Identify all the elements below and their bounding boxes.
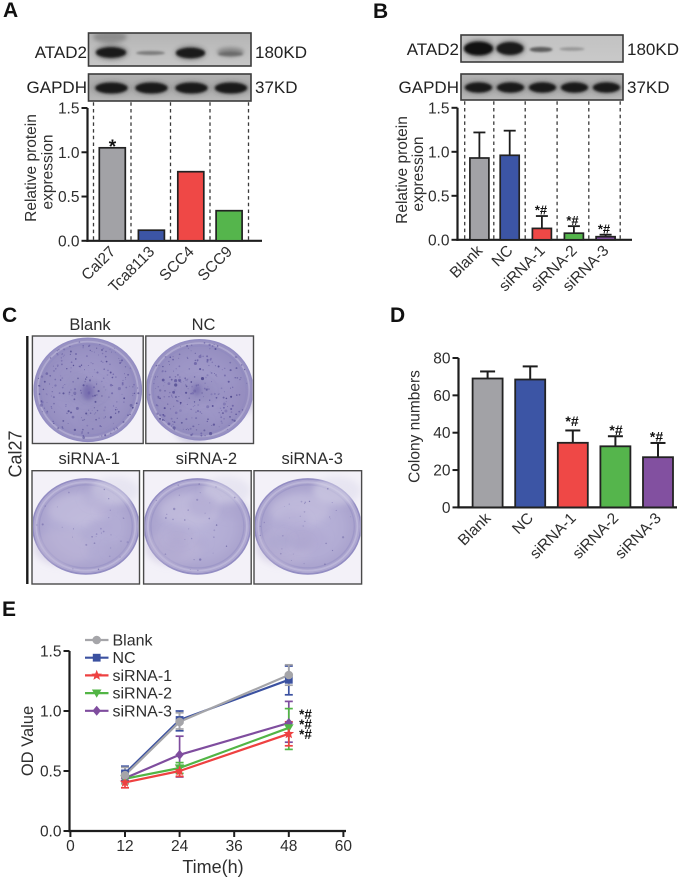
svg-text:*#: *# xyxy=(609,422,622,438)
svg-text:1.5: 1.5 xyxy=(428,100,450,117)
svg-text:*#: *# xyxy=(299,727,312,742)
svg-text:60: 60 xyxy=(433,388,451,405)
svg-text:24: 24 xyxy=(171,838,189,855)
svg-text:siRNA-2: siRNA-2 xyxy=(113,686,173,703)
svg-text:GAPDH: GAPDH xyxy=(27,78,87,97)
svg-text:0.0: 0.0 xyxy=(58,233,80,250)
svg-text:40: 40 xyxy=(433,425,451,442)
svg-text:ATAD2: ATAD2 xyxy=(35,43,87,62)
svg-text:Colony numbers: Colony numbers xyxy=(407,370,424,483)
svg-text:180KD: 180KD xyxy=(627,40,679,59)
svg-text:1.0: 1.0 xyxy=(40,704,62,721)
svg-text:OD Value: OD Value xyxy=(19,706,37,776)
svg-text:expression: expression xyxy=(410,137,427,212)
svg-text:*#: *# xyxy=(566,213,579,228)
svg-text:Relative protein: Relative protein xyxy=(23,114,40,222)
svg-text:0.5: 0.5 xyxy=(428,188,450,205)
svg-text:A: A xyxy=(3,0,18,22)
svg-text:NC: NC xyxy=(192,316,216,334)
svg-text:*#: *# xyxy=(565,413,578,429)
svg-text:D: D xyxy=(390,304,405,327)
svg-text:*#: *# xyxy=(299,707,312,722)
svg-text:12: 12 xyxy=(116,838,133,855)
svg-text:0.0: 0.0 xyxy=(428,232,450,249)
svg-text:*#: *# xyxy=(299,717,312,732)
svg-text:1.5: 1.5 xyxy=(58,101,80,118)
svg-text:*#: *# xyxy=(650,429,663,445)
svg-text:Cal27: Cal27 xyxy=(6,430,26,477)
svg-text:0: 0 xyxy=(442,500,451,517)
svg-text:1.0: 1.0 xyxy=(428,144,450,161)
svg-text:36: 36 xyxy=(226,838,243,855)
svg-text:0.5: 0.5 xyxy=(40,764,62,781)
svg-text:37KD: 37KD xyxy=(255,78,298,97)
svg-text:siRNA-3: siRNA-3 xyxy=(281,450,342,468)
svg-text:*#: *# xyxy=(598,222,611,237)
svg-text:60: 60 xyxy=(335,838,353,855)
svg-text:Blank: Blank xyxy=(113,633,154,650)
svg-text:expression: expression xyxy=(40,135,57,210)
svg-text:B: B xyxy=(373,0,388,23)
svg-text:GAPDH: GAPDH xyxy=(399,78,459,97)
svg-text:0: 0 xyxy=(66,838,75,855)
svg-text:Time(h): Time(h) xyxy=(182,857,243,877)
svg-text:Relative protein: Relative protein xyxy=(394,116,411,224)
svg-text:ATAD2: ATAD2 xyxy=(407,40,459,59)
svg-text:1.0: 1.0 xyxy=(58,145,80,162)
svg-text:*: * xyxy=(109,137,117,158)
svg-text:180KD: 180KD xyxy=(255,43,307,62)
svg-text:1.5: 1.5 xyxy=(40,644,62,661)
svg-text:*#: *# xyxy=(535,203,548,218)
svg-text:0.0: 0.0 xyxy=(40,824,62,841)
svg-text:37KD: 37KD xyxy=(627,78,670,97)
svg-text:E: E xyxy=(2,598,16,621)
svg-text:siRNA-1: siRNA-1 xyxy=(58,450,119,468)
svg-text:siRNA-1: siRNA-1 xyxy=(113,668,173,685)
svg-text:siRNA-2: siRNA-2 xyxy=(176,450,237,468)
svg-text:Blank: Blank xyxy=(69,316,111,334)
svg-text:0.5: 0.5 xyxy=(58,189,80,206)
svg-text:48: 48 xyxy=(280,838,297,855)
svg-text:20: 20 xyxy=(433,463,451,480)
svg-text:NC: NC xyxy=(113,650,136,667)
svg-text:C: C xyxy=(2,304,17,327)
svg-text:siRNA-3: siRNA-3 xyxy=(113,703,173,720)
svg-text:80: 80 xyxy=(433,351,451,368)
